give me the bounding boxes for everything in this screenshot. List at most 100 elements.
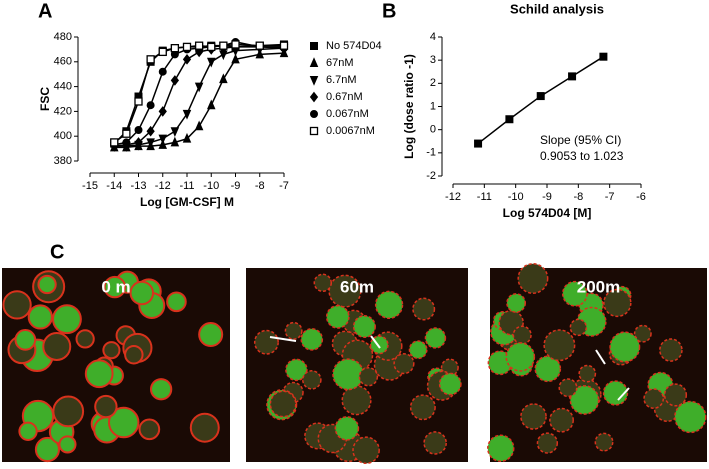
x-tick-label: -7 <box>605 191 615 203</box>
y-tick-label: 440 <box>54 81 72 93</box>
micrographs: 0 m 60m 200m <box>2 263 707 465</box>
cell <box>328 274 362 308</box>
arrow <box>370 335 381 349</box>
cell <box>438 372 462 396</box>
cell <box>34 436 61 463</box>
marker <box>170 44 180 53</box>
y-tick-label: 3 <box>430 54 436 66</box>
marker <box>206 99 216 110</box>
marker <box>231 53 240 64</box>
cell <box>334 416 360 441</box>
cell <box>594 432 614 452</box>
legend-label: 0.067nM <box>326 108 369 120</box>
image-label: 60m <box>340 277 374 296</box>
y-tick-label: 380 <box>54 155 72 167</box>
cell <box>94 394 118 419</box>
marker <box>146 55 155 64</box>
cell <box>633 324 652 343</box>
x-tick-label: -12 <box>445 191 461 203</box>
marker <box>146 125 155 137</box>
cell <box>37 274 57 295</box>
cell <box>506 293 527 313</box>
cell <box>424 327 447 349</box>
cell <box>352 315 376 339</box>
legend-marker <box>309 126 319 136</box>
y-tick-label: -2 <box>426 170 436 182</box>
x-tick-label: -9 <box>542 191 552 203</box>
cell <box>487 434 515 462</box>
cell <box>609 331 641 363</box>
y-tick-label: -1 <box>426 147 436 159</box>
cell <box>302 370 322 390</box>
annotation: 0.9053 to 1.023 <box>540 149 624 163</box>
cell <box>423 431 447 455</box>
y-tick-label: 480 <box>54 31 72 43</box>
cell <box>408 340 428 360</box>
cell <box>285 358 308 382</box>
marker <box>158 134 168 145</box>
marker <box>599 52 608 61</box>
marker <box>122 129 131 138</box>
y-tick-label: 400 <box>54 130 72 142</box>
marker <box>182 42 192 52</box>
cell <box>412 297 436 321</box>
marker <box>219 41 228 50</box>
marker <box>134 126 143 134</box>
cell <box>284 321 303 340</box>
chart-title: Schild analysis <box>510 1 604 16</box>
x-tick-label: -11 <box>179 180 194 192</box>
x-axis-label: Log 574D04 [M] <box>503 206 592 220</box>
cell <box>166 291 187 313</box>
cell <box>189 412 220 443</box>
image-label: 0 m <box>101 277 130 296</box>
y-axis-label: FSC <box>38 87 52 111</box>
marker <box>194 120 204 131</box>
cell <box>42 331 72 361</box>
marker <box>158 106 167 117</box>
cell <box>409 394 436 421</box>
arrow <box>269 336 297 342</box>
cell <box>561 280 588 307</box>
marker <box>170 75 180 86</box>
marker <box>170 136 180 147</box>
x-tick-label: -13 <box>131 180 147 192</box>
cell <box>300 328 324 351</box>
cell <box>505 342 536 372</box>
cell <box>103 275 126 299</box>
x-tick-label: -14 <box>106 180 122 192</box>
y-tick-label: 460 <box>54 56 72 68</box>
marker <box>134 137 143 148</box>
marker <box>231 40 240 49</box>
marker <box>182 132 192 143</box>
cell <box>313 273 333 293</box>
annotation: Slope (95% CI) <box>540 133 621 147</box>
cell <box>2 290 32 320</box>
cell <box>332 358 365 391</box>
legend-label: 6.7nM <box>326 74 357 86</box>
marker <box>122 138 131 147</box>
legend-marker <box>309 91 319 103</box>
fit-line <box>477 56 604 145</box>
cell <box>358 366 379 387</box>
marker <box>219 73 228 84</box>
marker <box>279 41 289 50</box>
cell <box>569 318 588 337</box>
panel-label: A <box>38 0 52 22</box>
marker <box>568 72 577 81</box>
marker <box>134 97 143 106</box>
cell <box>534 355 562 383</box>
image-label: 200m <box>577 277 620 296</box>
cell <box>659 338 683 362</box>
cell <box>536 432 559 454</box>
y-axis-label: Log (dose ratio -1) <box>402 54 416 159</box>
x-tick-label: -6 <box>636 191 646 203</box>
cell <box>58 435 77 454</box>
marker <box>194 82 204 93</box>
cell <box>569 385 600 415</box>
marker <box>536 92 545 101</box>
cell <box>543 329 576 362</box>
x-axis-label: Log [GM-CSF] M <box>140 195 234 209</box>
cell <box>107 406 140 439</box>
cell <box>149 378 173 401</box>
cell <box>578 364 597 383</box>
